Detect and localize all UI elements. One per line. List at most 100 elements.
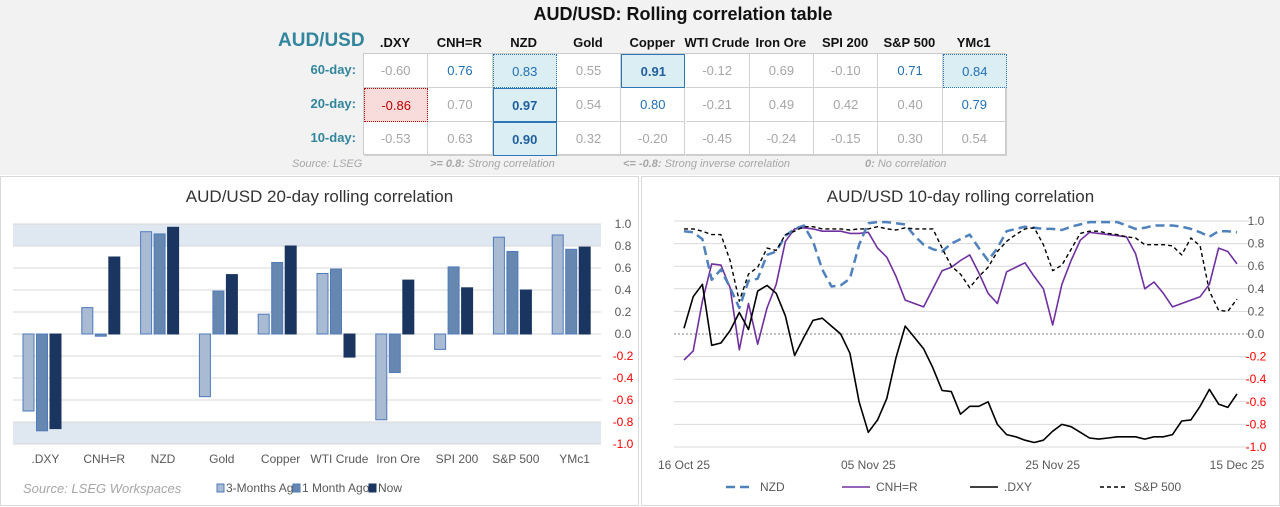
row-label: 20-day: <box>310 96 356 111</box>
table-cell: -0.21 <box>685 88 750 122</box>
table-cell: 0.54 <box>942 122 1007 156</box>
table-cell: -0.20 <box>621 122 686 156</box>
legend-label: NZD <box>760 480 785 494</box>
row-label: 60-day: <box>310 62 356 77</box>
bar-3-months-ago <box>257 313 270 335</box>
y-tick-label: 0.4 <box>1248 282 1265 296</box>
table-cell: 0.83 <box>492 54 557 88</box>
x-tick-label: 15 Dec 25 <box>1210 458 1265 472</box>
x-tick-label: 05 Nov 25 <box>841 458 896 472</box>
table-title: AUD/USD: Rolling correlation table <box>533 4 833 24</box>
column-header: Iron Ore <box>755 35 807 50</box>
table-cell: 0.91 <box>621 54 686 88</box>
y-tick-label: 1.0 <box>1248 214 1265 228</box>
bar-1-month-ago <box>271 262 284 335</box>
table-cell: 0.69 <box>749 54 815 88</box>
x-tick-label: NZD <box>151 452 176 466</box>
line-chart-title: AUD/USD 10-day rolling correlation <box>826 187 1095 206</box>
legend-label: 3-Months Ago <box>226 481 300 495</box>
table-cell: 0.76 <box>428 54 493 88</box>
bar-1-month-ago <box>447 266 460 335</box>
table-cell: -0.60 <box>364 54 429 88</box>
column-header: NZD <box>510 35 537 50</box>
x-tick-label: YMc1 <box>559 452 590 466</box>
bar-3-months-ago <box>198 333 211 398</box>
bar-3-months-ago <box>551 234 564 335</box>
bar-now <box>284 245 297 335</box>
table-cell: 0.49 <box>749 88 815 122</box>
table-cell: 0.79 <box>942 88 1007 122</box>
line-chart: 1.0 0.8 0.6 0.4 0.2 0.0 -0.2 -0.4 -0.6 -0.8 -1.0 16… <box>658 214 1267 494</box>
y-tick-label: -0.8 <box>1246 417 1267 431</box>
inverse-legend: <= -0.8: Strong inverse correlation <box>623 158 790 170</box>
table-cell: 0.71 <box>878 54 943 88</box>
column-header: WTI Crude <box>684 35 750 50</box>
bar-now <box>461 287 474 335</box>
y-tick-label: 0.0 <box>615 327 632 341</box>
column-header: S&P 500 <box>883 35 936 50</box>
legend-swatch <box>216 483 225 493</box>
x-tick-label: SPI 200 <box>436 452 479 466</box>
x-tick-label: S&P 500 <box>492 452 539 466</box>
column-header: Copper <box>629 35 675 50</box>
bar-3-months-ago <box>81 307 94 335</box>
bar-3-months-ago <box>316 273 329 335</box>
table-cell: -0.12 <box>685 54 750 88</box>
table-cell: -0.53 <box>364 122 429 156</box>
table-cell: 0.40 <box>878 88 943 122</box>
y-tick-label: 0.4 <box>615 283 632 297</box>
bar-1-month-ago <box>36 333 48 432</box>
bar-now <box>167 226 180 335</box>
bar-now <box>578 246 591 335</box>
table-cell: 0.63 <box>428 122 493 156</box>
legend-swatch <box>292 483 301 493</box>
bar-now <box>225 274 238 335</box>
table-cell: 0.32 <box>556 122 622 156</box>
series-line--dxy <box>683 283 1238 444</box>
bar-now <box>343 333 356 358</box>
legend-swatch <box>368 483 377 493</box>
bar-1-month-ago <box>506 251 519 335</box>
y-tick-label: -0.2 <box>613 349 634 363</box>
strong-legend: >= 0.8: Strong correlation <box>430 158 555 170</box>
y-tick-label: -0.4 <box>1246 372 1267 386</box>
y-tick-label: -0.2 <box>1246 350 1267 364</box>
column-header: SPI 200 <box>821 35 869 50</box>
series-line-s-p-500 <box>684 226 1238 313</box>
line-chart-panel: AUD/USD 10-day rolling correlation 1.0 0.… <box>641 176 1280 506</box>
series-line-cnh-r <box>683 226 1238 361</box>
table-cell: -0.24 <box>749 122 815 156</box>
x-tick-label: Iron Ore <box>376 452 420 466</box>
y-tick-label: -0.8 <box>613 415 634 429</box>
bar-now <box>49 333 62 430</box>
series-line-nzd <box>683 220 1238 310</box>
legend-label: S&P 500 <box>1134 480 1181 494</box>
table-corner-label: AUD/USD <box>278 30 365 51</box>
y-tick-label: -0.6 <box>613 393 634 407</box>
highlight-band <box>13 422 601 444</box>
y-tick-label: 0.8 <box>615 239 632 253</box>
x-tick-label: Copper <box>261 452 300 466</box>
table-cell: 0.80 <box>621 88 686 122</box>
y-tick-label: 0.6 <box>615 261 632 275</box>
y-tick-label: 0.6 <box>1248 259 1265 273</box>
table-cell: -0.15 <box>814 122 879 156</box>
bar-1-month-ago <box>565 248 578 335</box>
y-tick-label: -0.4 <box>613 371 634 385</box>
x-tick-label: .DXY <box>31 452 59 466</box>
table-cell: 0.54 <box>556 88 622 122</box>
bar-3-months-ago <box>22 333 35 412</box>
bar-chart: 1.0 0.8 0.6 0.4 0.2 0.0 -0.2 -0.4 -0.6 -0.8 -1.0 .D… <box>13 217 634 496</box>
correlation-table-section: AUD/USD: Rolling correlation table AUD/U… <box>0 0 1280 175</box>
table-cell: -0.45 <box>685 122 750 156</box>
y-tick-label: 0.8 <box>1248 237 1265 251</box>
bar-1-month-ago <box>153 233 166 335</box>
bar-now <box>108 256 121 335</box>
bar-chart-panel: AUD/USD 20-day rolling correlation 1.0 0.… <box>0 176 639 506</box>
bar-now <box>519 289 532 335</box>
y-tick-label: 0.0 <box>1248 327 1265 341</box>
bar-3-months-ago <box>375 333 388 421</box>
bar-1-month-ago <box>388 333 401 373</box>
legend-label: CNH=R <box>876 480 918 494</box>
column-header: YMc1 <box>956 35 991 50</box>
